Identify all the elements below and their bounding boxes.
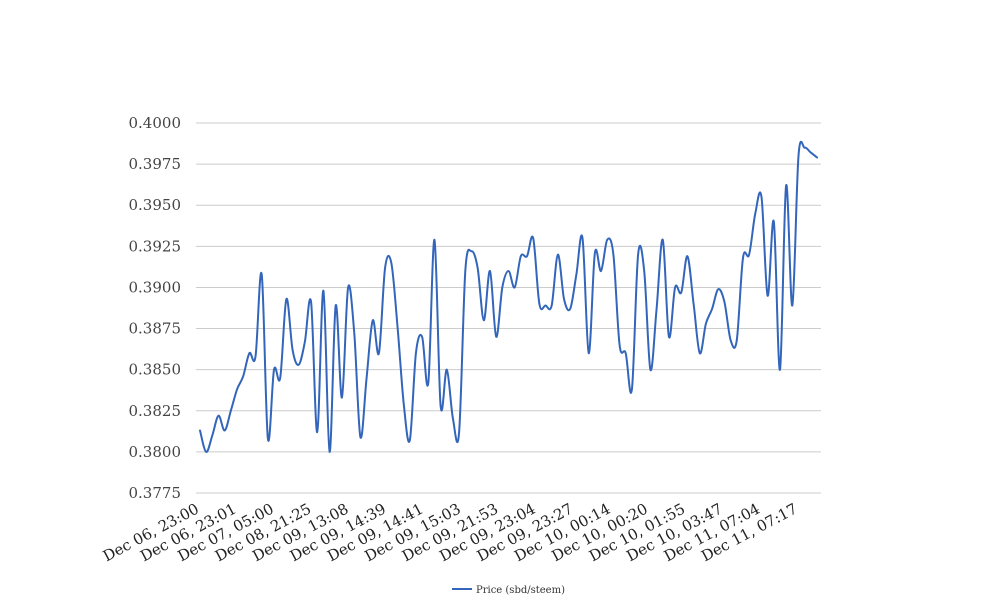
- series-line-price: [199, 140, 818, 453]
- legend[interactable]: Price (sbd/steem): [452, 585, 565, 596]
- y-tick-label: 0.3950: [129, 196, 182, 214]
- y-tick-label: 0.3900: [129, 278, 182, 296]
- y-tick-label: 0.4000: [129, 114, 182, 132]
- grid: [196, 122, 821, 494]
- y-tick-label: 0.3775: [129, 484, 182, 502]
- y-tick-label: 0.3875: [129, 320, 182, 338]
- y-tick-label: 0.3800: [129, 443, 182, 461]
- y-tick-label: 0.3850: [129, 361, 182, 379]
- plot-area: [199, 140, 818, 453]
- legend-label-price: Price (sbd/steem): [476, 585, 565, 596]
- y-tick-label: 0.3825: [129, 402, 182, 420]
- y-tick-label: 0.3975: [129, 155, 182, 173]
- y-axis: 0.3775 0.3800 0.3825 0.3850 0.3875 0.3900 0.39…: [129, 114, 182, 502]
- y-tick-label: 0.3925: [129, 237, 182, 255]
